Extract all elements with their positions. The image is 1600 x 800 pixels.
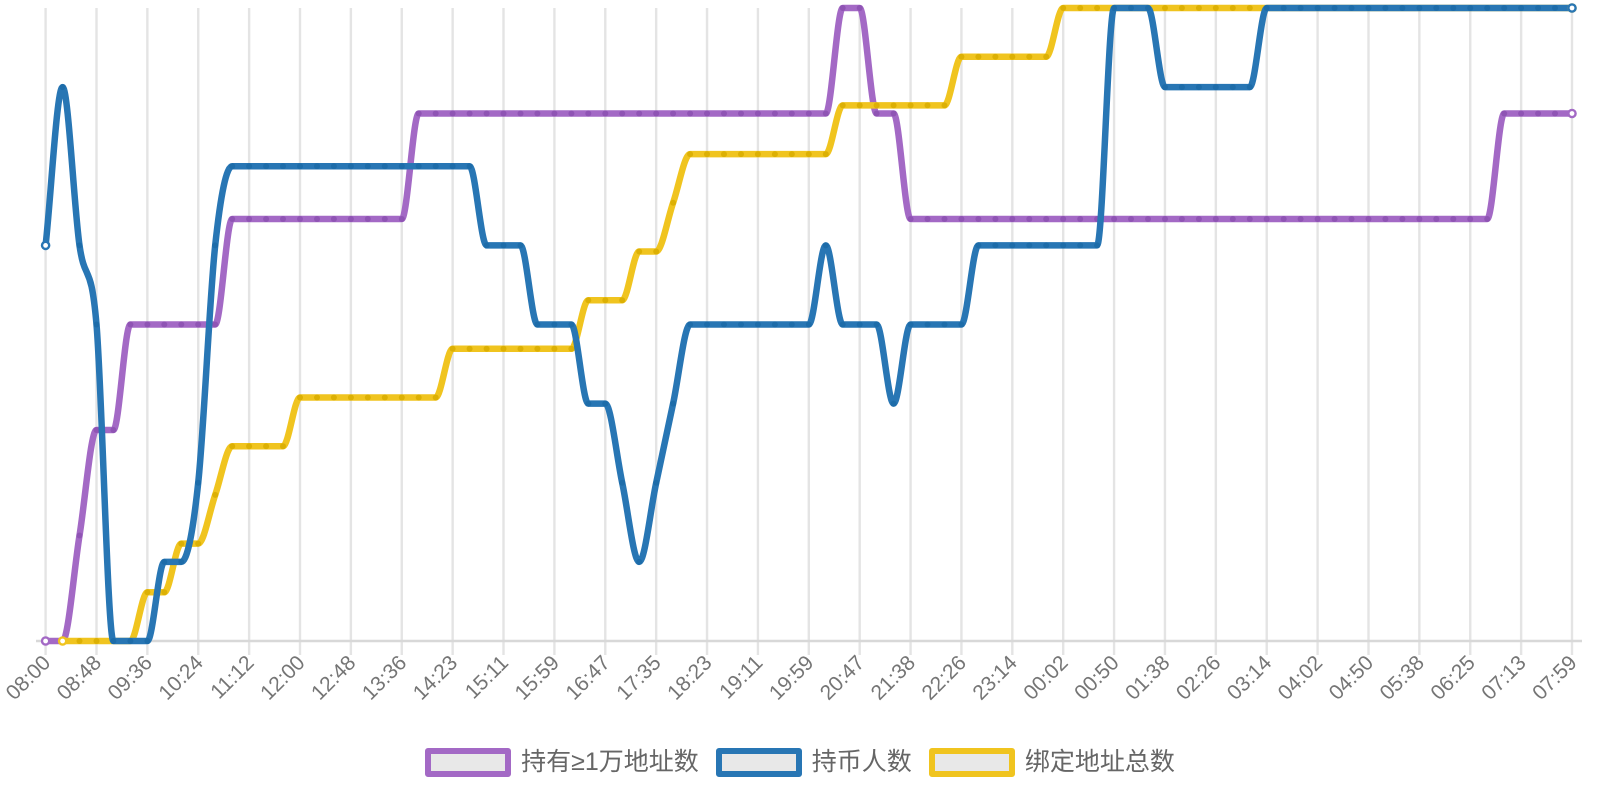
x-tick-label: 06:25 xyxy=(1426,651,1479,704)
endpoint-ring-bound_addr xyxy=(57,636,68,646)
grid-lines xyxy=(44,8,1574,655)
x-tick-label: 19:59 xyxy=(765,651,818,704)
x-tick-label: 00:02 xyxy=(1019,651,1072,704)
x-tick-label: 13:36 xyxy=(358,651,411,704)
x-tick-label: 12:00 xyxy=(256,651,309,704)
x-tick-label: 12:48 xyxy=(307,651,360,704)
legend-item-holders[interactable]: 持币人数 xyxy=(715,748,912,777)
series-markers-holders xyxy=(42,5,1575,644)
legend-swatch-holders xyxy=(715,748,802,777)
x-tick-label: 16:47 xyxy=(561,651,614,704)
x-tick-label: 15:59 xyxy=(511,651,564,704)
x-tick-label: 00:50 xyxy=(1070,651,1123,704)
legend-label-holders: 持币人数 xyxy=(811,748,912,776)
x-tick-label: 18:23 xyxy=(663,651,716,704)
endpoint-markers xyxy=(40,3,1577,646)
x-tick-label: 03:14 xyxy=(1223,651,1277,705)
series-markers-bound_addr xyxy=(59,5,1575,644)
endpoint-ring-holders xyxy=(40,240,51,251)
x-tick-label: 02:26 xyxy=(1172,651,1225,704)
x-tick-label: 04:02 xyxy=(1274,651,1327,704)
x-tick-label: 07:59 xyxy=(1528,651,1581,704)
series-line-bound_addr xyxy=(59,4,1576,645)
x-tick-label: 05:38 xyxy=(1375,651,1428,704)
legend: 持有≥1万地址数 持币人数 绑定地址总数 xyxy=(0,748,1600,777)
legend-label-addr-ge-10k: 持有≥1万地址数 xyxy=(521,748,699,776)
x-tick-label: 20:47 xyxy=(816,651,869,704)
x-tick-label: 11:12 xyxy=(206,651,258,703)
x-tick-label: 14:23 xyxy=(409,651,462,704)
series-line-holders xyxy=(42,4,1576,645)
legend-swatch-bound-addr xyxy=(928,748,1015,777)
x-tick-label: 15:11 xyxy=(461,651,513,703)
x-axis-tick-labels: 08:0008:4809:3610:2411:1212:0012:4813:36… xyxy=(2,651,1582,705)
x-tick-label: 17:35 xyxy=(612,651,665,704)
x-tick-label: 08:00 xyxy=(2,651,55,704)
endpoint-ring-holders xyxy=(1567,3,1577,13)
endpoint-ring-addr_ge_10k xyxy=(40,636,51,646)
x-tick-label: 01:38 xyxy=(1121,651,1174,704)
legend-item-bound-addr[interactable]: 绑定地址总数 xyxy=(928,748,1175,777)
x-tick-label: 22:26 xyxy=(918,651,971,704)
x-tick-label: 07:13 xyxy=(1477,651,1530,704)
legend-swatch-addr-ge-10k xyxy=(425,748,512,777)
x-tick-label: 19:11 xyxy=(715,651,767,703)
x-tick-label: 10:24 xyxy=(154,651,208,705)
legend-label-bound-addr: 绑定地址总数 xyxy=(1024,748,1175,776)
x-tick-label: 04:50 xyxy=(1325,651,1378,704)
x-tick-label: 09:36 xyxy=(103,651,156,704)
x-tick-label: 23:14 xyxy=(968,651,1022,705)
endpoint-ring-addr_ge_10k xyxy=(1567,108,1577,119)
x-tick-label: 08:48 xyxy=(53,651,106,704)
x-tick-label: 21:38 xyxy=(867,651,920,704)
legend-item-addr-ge-10k[interactable]: 持有≥1万地址数 xyxy=(425,748,699,777)
